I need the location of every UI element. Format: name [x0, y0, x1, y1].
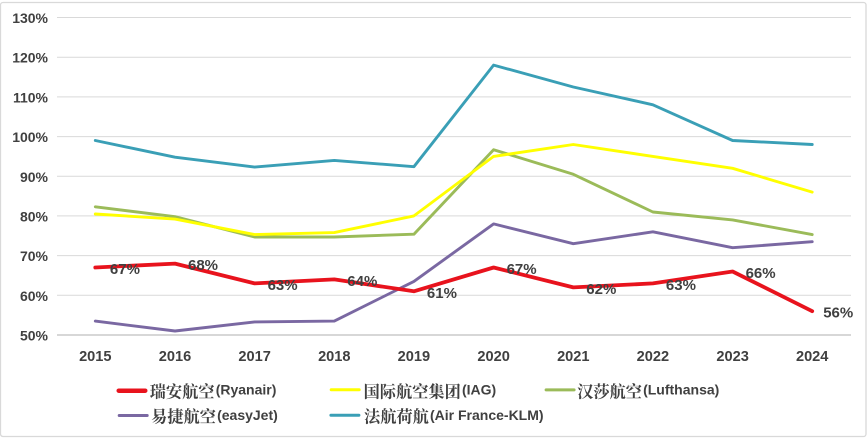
svg-text:(IAG): (IAG) — [462, 381, 496, 397]
svg-text:63%: 63% — [666, 277, 696, 294]
svg-text:2021: 2021 — [557, 349, 589, 365]
svg-text:(Ryanair): (Ryanair) — [216, 381, 277, 397]
svg-text:90%: 90% — [20, 169, 49, 185]
svg-text:50%: 50% — [20, 328, 49, 344]
svg-text:64%: 64% — [347, 273, 377, 290]
svg-text:2016: 2016 — [159, 349, 191, 365]
svg-text:67%: 67% — [507, 261, 537, 278]
svg-text:(easyJet): (easyJet) — [217, 407, 278, 423]
svg-text:2022: 2022 — [637, 349, 669, 365]
svg-text:120%: 120% — [12, 50, 48, 66]
svg-text:2015: 2015 — [79, 349, 111, 365]
svg-text:67%: 67% — [110, 261, 140, 278]
svg-text:100%: 100% — [12, 129, 48, 145]
svg-text:2017: 2017 — [238, 349, 270, 365]
svg-text:(Lufthansa): (Lufthansa) — [643, 381, 719, 397]
svg-text:2020: 2020 — [477, 349, 509, 365]
svg-text:68%: 68% — [188, 257, 218, 274]
svg-text:60%: 60% — [20, 288, 49, 304]
svg-text:110%: 110% — [13, 89, 49, 105]
svg-text:2024: 2024 — [796, 349, 829, 365]
svg-text:62%: 62% — [586, 281, 616, 298]
svg-text:(Air France-KLM): (Air France-KLM) — [430, 407, 544, 423]
svg-text:63%: 63% — [268, 277, 298, 294]
svg-text:2023: 2023 — [716, 349, 748, 365]
svg-text:2018: 2018 — [318, 349, 350, 365]
svg-text:61%: 61% — [427, 285, 457, 302]
svg-text:130%: 130% — [12, 10, 48, 26]
svg-text:70%: 70% — [20, 248, 49, 264]
svg-text:80%: 80% — [20, 208, 49, 224]
svg-text:56%: 56% — [823, 305, 853, 322]
svg-text:2019: 2019 — [398, 349, 430, 365]
svg-text:66%: 66% — [746, 265, 776, 282]
